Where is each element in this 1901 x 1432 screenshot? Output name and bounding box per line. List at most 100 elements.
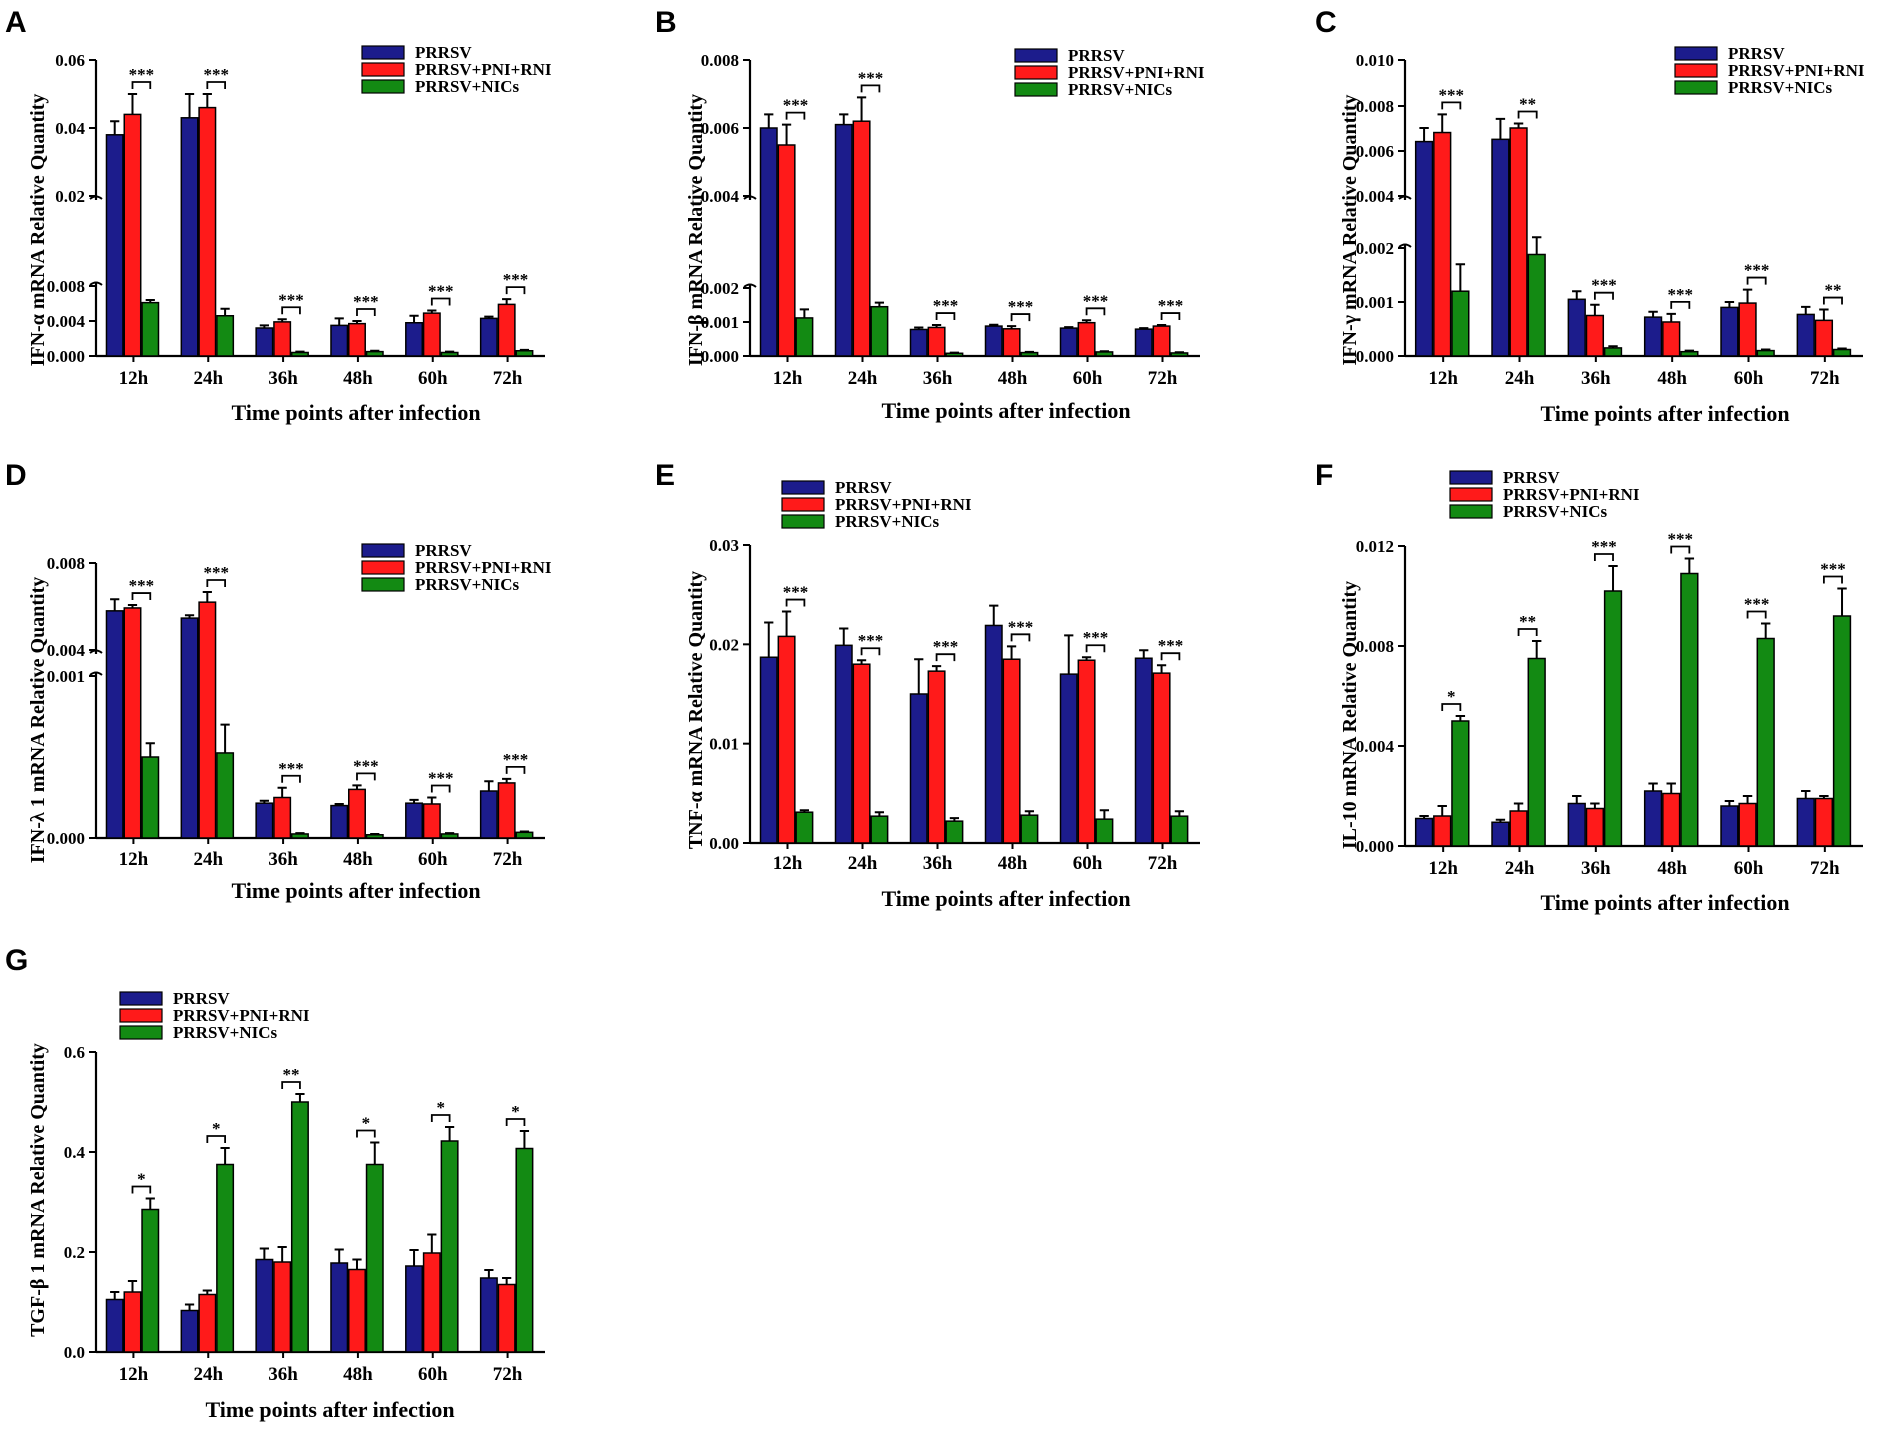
bar-pni bbox=[1814, 797, 1834, 847]
x-tick-label: 36h bbox=[1581, 368, 1611, 389]
bar-pni bbox=[348, 1268, 366, 1353]
bar-nics bbox=[1832, 615, 1852, 847]
bar-prrsv bbox=[984, 325, 1003, 357]
significance-bracket bbox=[1822, 296, 1843, 305]
error-bar bbox=[220, 307, 230, 316]
x-tick-label: 24h bbox=[193, 368, 223, 389]
panel-letter: E bbox=[655, 459, 675, 492]
y-tick-label: 0.00 bbox=[709, 834, 739, 853]
error-bar bbox=[1495, 818, 1506, 823]
error-bar bbox=[110, 1291, 120, 1300]
error-bar bbox=[1724, 301, 1735, 308]
legend-swatch-pni bbox=[1674, 63, 1718, 78]
legend-swatch-prrsv bbox=[1674, 46, 1718, 61]
significance-label: * bbox=[212, 1119, 221, 1138]
legend-swatch-prrsv bbox=[1014, 48, 1058, 63]
error-bar bbox=[1819, 308, 1829, 321]
error-bar bbox=[781, 123, 792, 145]
y-tick-label: 0.010 bbox=[1356, 51, 1394, 70]
error-bar bbox=[295, 1093, 305, 1102]
error-bar bbox=[184, 93, 195, 118]
significance-label: * bbox=[1447, 687, 1456, 706]
significance-label: *** bbox=[1083, 291, 1109, 310]
x-tick-label: 48h bbox=[1657, 858, 1687, 879]
x-tick-label: 60h bbox=[1734, 858, 1764, 879]
significance-bracket bbox=[1593, 291, 1614, 300]
x-axis-title: Time points after infection bbox=[231, 878, 480, 903]
legend-swatch-nics bbox=[1014, 82, 1058, 97]
legend-label: PRRSV+NICs bbox=[415, 77, 520, 96]
y-tick-label: 0.0 bbox=[64, 1343, 85, 1362]
bar-prrsv bbox=[834, 644, 853, 844]
legend-label: PRRSV bbox=[173, 989, 230, 1008]
bar-pni bbox=[1738, 802, 1757, 847]
significance-bracket bbox=[131, 1185, 152, 1194]
error-bar bbox=[1590, 303, 1600, 316]
x-tick-label: 36h bbox=[268, 1364, 298, 1385]
x-tick-label: 48h bbox=[998, 368, 1028, 389]
bar-pni bbox=[497, 1283, 516, 1353]
bar-prrsv bbox=[909, 693, 928, 844]
significance-bracket bbox=[1085, 644, 1106, 653]
significance-label: *** bbox=[1591, 537, 1617, 556]
error-bar bbox=[799, 809, 810, 813]
significance-bracket bbox=[356, 772, 376, 781]
significance-bracket bbox=[430, 1114, 451, 1122]
y-tick-label: 0.000 bbox=[1356, 347, 1394, 366]
x-axis-title: Time points after infection bbox=[881, 398, 1130, 423]
y-axis-title: IFN-γ mRNA Relative Quantity bbox=[1339, 95, 1361, 366]
error-bar bbox=[370, 349, 380, 352]
y-tick-label: 0.004 bbox=[1356, 187, 1395, 206]
bar-prrsv bbox=[1643, 316, 1663, 357]
legend-label: PRRSV+NICs bbox=[1503, 502, 1608, 521]
panel-letter: C bbox=[1315, 6, 1337, 39]
error-bar bbox=[502, 1277, 512, 1285]
bar-nics bbox=[1680, 572, 1699, 847]
bar-nics bbox=[1170, 352, 1189, 357]
error-bar bbox=[1139, 649, 1149, 659]
bar-nics bbox=[795, 317, 814, 357]
x-tick-label: 12h bbox=[773, 853, 803, 874]
axis-break-mark bbox=[89, 671, 103, 676]
significance-bracket bbox=[1746, 276, 1767, 285]
bar-prrsv bbox=[1414, 817, 1434, 847]
error-bar bbox=[914, 658, 924, 694]
bar-nics bbox=[1020, 351, 1039, 357]
error-bar bbox=[799, 308, 810, 318]
error-bar bbox=[409, 314, 419, 323]
error-bar bbox=[127, 93, 138, 115]
x-tick-label: 24h bbox=[193, 849, 223, 870]
bar-pni bbox=[273, 1261, 292, 1353]
significance-bracket bbox=[505, 286, 526, 295]
bar-nics bbox=[440, 1140, 459, 1353]
bar-nics bbox=[515, 831, 534, 839]
significance-bracket bbox=[131, 81, 152, 89]
panel-letter: D bbox=[5, 459, 27, 492]
y-tick-label: 0.04 bbox=[55, 119, 85, 138]
bar-prrsv bbox=[1134, 328, 1153, 357]
error-bar bbox=[1064, 634, 1074, 675]
error-bar bbox=[1024, 810, 1035, 816]
bar-pni bbox=[273, 321, 292, 357]
significance-bracket bbox=[281, 774, 301, 783]
error-bar bbox=[1608, 345, 1618, 348]
bar-nics bbox=[1756, 637, 1775, 847]
y-tick-label: 0.002 bbox=[701, 279, 739, 298]
error-bar bbox=[1513, 122, 1524, 128]
bar-pni bbox=[927, 670, 946, 844]
bar-nics bbox=[440, 833, 459, 839]
bar-nics bbox=[290, 833, 309, 839]
bar-prrsv bbox=[984, 624, 1003, 844]
error-bar bbox=[1572, 795, 1582, 804]
legend-label: PRRSV bbox=[415, 43, 472, 62]
bar-pni bbox=[497, 782, 516, 839]
error-bar bbox=[519, 830, 530, 833]
x-tick-label: 12h bbox=[119, 1364, 149, 1385]
error-bar bbox=[484, 780, 494, 792]
legend-label: PRRSV bbox=[1728, 44, 1785, 63]
significance-bracket bbox=[281, 1081, 301, 1089]
panel-f: F 0.000 0.004 0.008 0.012 IL-10 mRNA Relative… bbox=[1315, 459, 1863, 915]
x-tick-label: 60h bbox=[418, 849, 448, 870]
